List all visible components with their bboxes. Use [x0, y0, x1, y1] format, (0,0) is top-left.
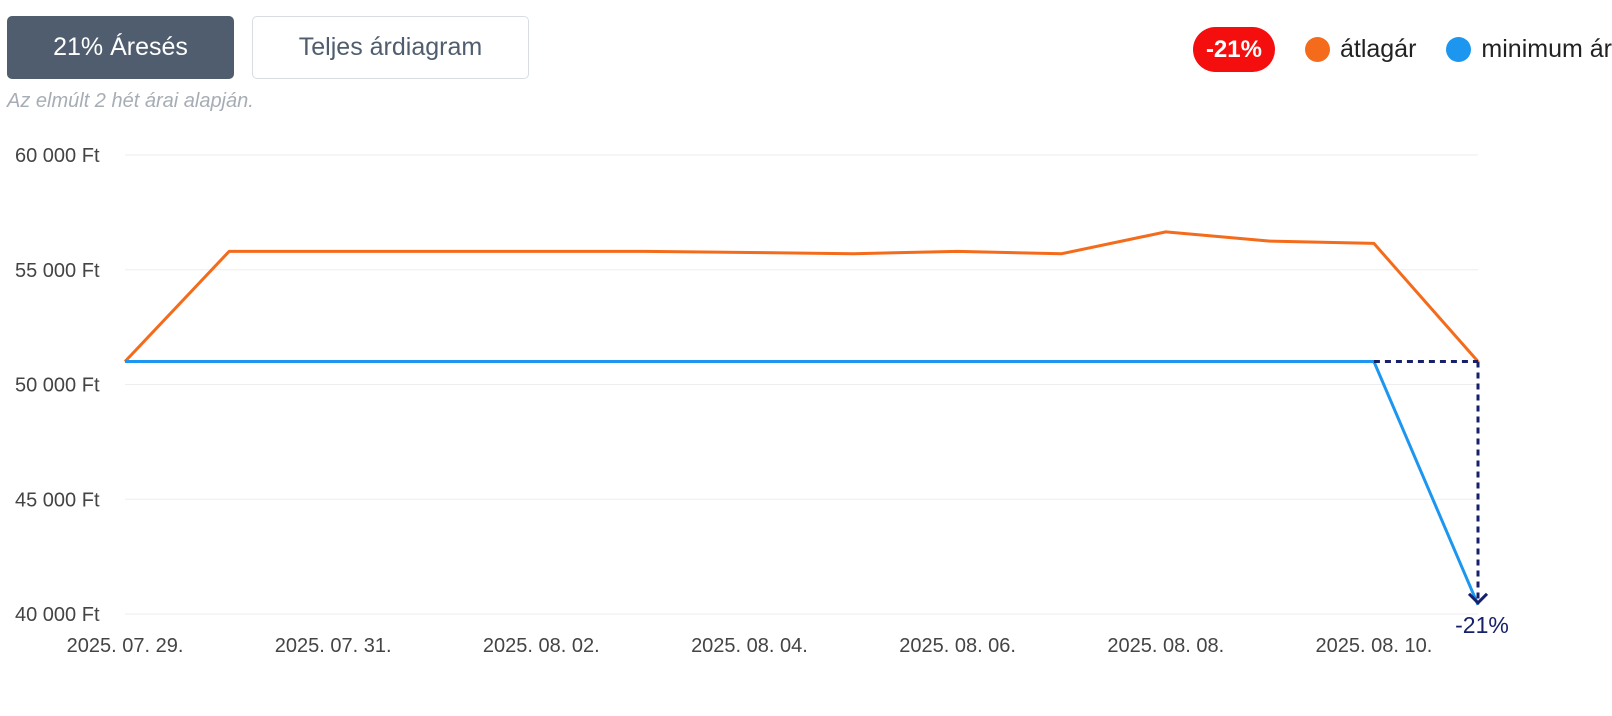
tab-price-drop[interactable]: 21% Áresés [7, 16, 234, 79]
y-tick-label: 55 000 Ft [15, 260, 100, 282]
y-tick-label: 50 000 Ft [15, 375, 100, 397]
chart-legend: -21% átlagár minimum ár [1192, 27, 1612, 72]
chart-subtitle: Az elmúlt 2 hét árai alapján. [7, 90, 254, 112]
tab-group: 21% Áresés Teljes árdiagram [7, 16, 529, 79]
y-tick-label: 45 000 Ft [15, 489, 100, 511]
x-tick-label: 2025. 07. 31. [275, 635, 392, 657]
minimum-price-line [125, 360, 1480, 606]
drop-arrow-icon [1467, 592, 1489, 605]
legend-item-minimum[interactable]: minimum ár [1446, 35, 1612, 64]
price-drop-badge: -21% [1192, 27, 1275, 72]
legend-label-average: átlagár [1339, 35, 1417, 63]
legend-label-minimum: minimum ár [1481, 35, 1612, 63]
minimum-dot-icon [1446, 37, 1472, 62]
x-tick-label: 2025. 08. 02. [483, 635, 600, 657]
average-dot-icon [1304, 37, 1330, 62]
y-tick-label: 40 000 Ft [15, 604, 100, 626]
tab-full-price-chart[interactable]: Teljes árdiagram [252, 16, 529, 79]
drop-annotation-label: -21% [1455, 612, 1509, 638]
x-tick-label: 2025. 08. 04. [691, 635, 808, 657]
x-tick-label: 2025. 08. 08. [1107, 635, 1224, 657]
x-tick-label: 2025. 07. 29. [67, 635, 184, 657]
y-tick-label: 60 000 Ft [15, 145, 100, 167]
legend-item-average[interactable]: átlagár [1304, 35, 1417, 64]
average-price-line [123, 230, 1480, 363]
x-tick-label: 2025. 08. 06. [899, 635, 1016, 657]
x-tick-label: 2025. 08. 10. [1316, 635, 1433, 657]
